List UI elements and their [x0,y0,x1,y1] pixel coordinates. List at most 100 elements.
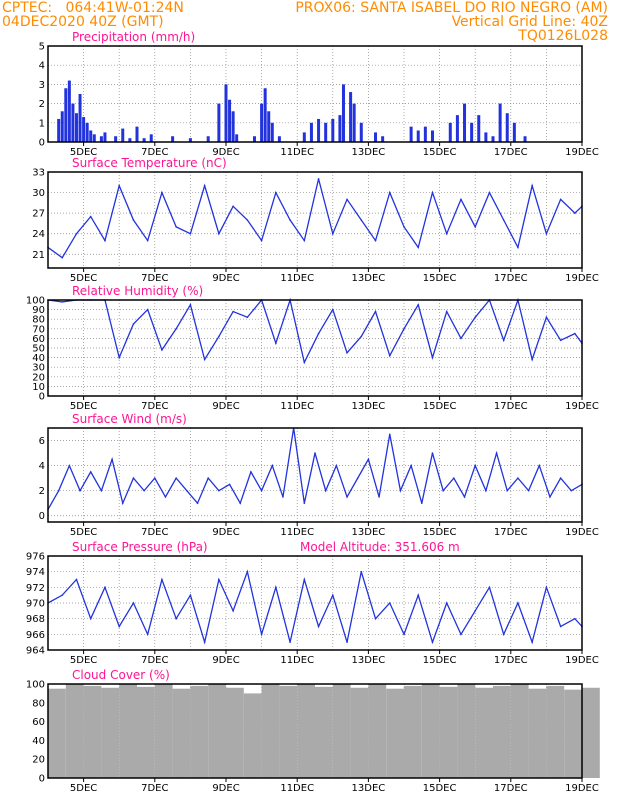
data-point [275,586,277,589]
y-tick-label: 30 [32,188,45,199]
data-point [314,452,316,454]
bar [386,688,404,778]
data-point [531,184,533,187]
y-tick-label: 976 [26,552,45,563]
bar [65,684,84,778]
x-tick-label: 19DEC [565,783,599,794]
x-tick-label: 19DEC [565,401,599,412]
bar [493,685,511,778]
y-tick-label: 4 [39,61,45,72]
x-tick-label: 11DEC [280,655,314,666]
data-point [431,452,434,454]
data-point [89,617,92,620]
data-point [146,239,149,242]
data-point [453,477,455,479]
y-tick-label: 974 [26,567,45,578]
data-point [442,489,444,492]
x-tick-label: 11DEC [280,401,314,412]
data-point [474,610,477,612]
y-tick-label: 6 [39,436,45,447]
bar [510,684,529,778]
bar [74,113,78,142]
bar [85,122,89,142]
bar [83,685,102,778]
data-point [75,578,78,581]
data-point [89,215,92,218]
data-point [121,502,124,505]
bar [60,111,64,142]
data-point [303,239,306,242]
y-tick-label: 50 [32,344,45,355]
data-point [374,310,377,313]
data-point [218,232,220,235]
data-point [203,358,206,361]
data-point [275,191,277,194]
data-point [463,496,466,498]
panel-surface-pressure-hpa: 964 966 968 970 972 974 976 5DEC 7DEC 9DEC 11DEC 13… [26,540,599,666]
bar [331,118,335,142]
panel-frame [47,299,583,397]
data-point [143,489,145,492]
bar [261,684,280,778]
data-point [61,301,64,303]
bar [448,122,452,142]
data-point [189,594,192,596]
x-tick-label: 5DEC [70,401,97,412]
data-point [502,633,505,636]
data-point [89,471,92,473]
x-tick-label: 17DEC [494,783,528,794]
data-point [346,641,348,643]
x-tick-label: 5DEC [70,147,97,158]
bar [350,687,369,778]
bar [142,138,146,142]
data-point [303,361,306,364]
bar [57,118,61,142]
data-point [75,232,78,235]
x-tick-label: 13DEC [352,527,386,538]
bar [409,126,413,142]
data-point [346,198,348,201]
y-tick-label: 1 [39,118,45,129]
data-point [545,232,548,235]
data-point [431,191,434,194]
bar [430,130,434,142]
data-point [374,617,377,620]
data-point [104,239,106,242]
bar [470,122,474,142]
data-point [232,610,234,612]
bar [231,111,235,142]
bar [263,88,267,142]
bar [252,136,256,142]
y-tick-label: 20 [32,755,45,766]
data-point [218,489,220,492]
bar [421,684,440,778]
bar [315,686,333,778]
data-point [118,356,120,359]
bar [243,693,262,778]
data-point [260,633,263,636]
bar [368,684,387,778]
data-point [388,433,391,436]
data-point [506,489,509,492]
panel-surface-temperature-nc: 21 24 27 30 33 5DEC 7DEC 9DEC 11DEC 13DEC 15DEC 17D… [32,156,599,284]
x-tick-label: 9DEC [212,783,239,794]
panel-title: Surface Temperature (nC) [72,156,227,170]
grid-line-note: Vertical Grid Line: 40Z [451,14,608,30]
y-tick-label: 970 [26,599,45,610]
data-point [317,625,320,628]
x-tick-label: 17DEC [494,147,528,158]
bar [171,136,175,142]
model-altitude: Model Altitude: 351.606 m [300,540,460,554]
data-point [485,489,487,492]
y-tick-label: 60 [32,334,45,345]
bar [277,136,281,142]
panel-surface-wind-m-s: 0 2 4 6 5DEC 7DEC 9DEC 11DEC 13DEC 15DEC 17DEC 19DE… [39,412,599,538]
data-point [570,489,573,492]
y-tick-label: 964 [26,646,45,657]
bar [416,130,420,142]
data-point [474,226,477,228]
y-tick-label: 0 [39,392,45,403]
x-tick-label: 5DEC [70,655,97,666]
series-line [47,178,583,259]
bar [498,103,502,142]
